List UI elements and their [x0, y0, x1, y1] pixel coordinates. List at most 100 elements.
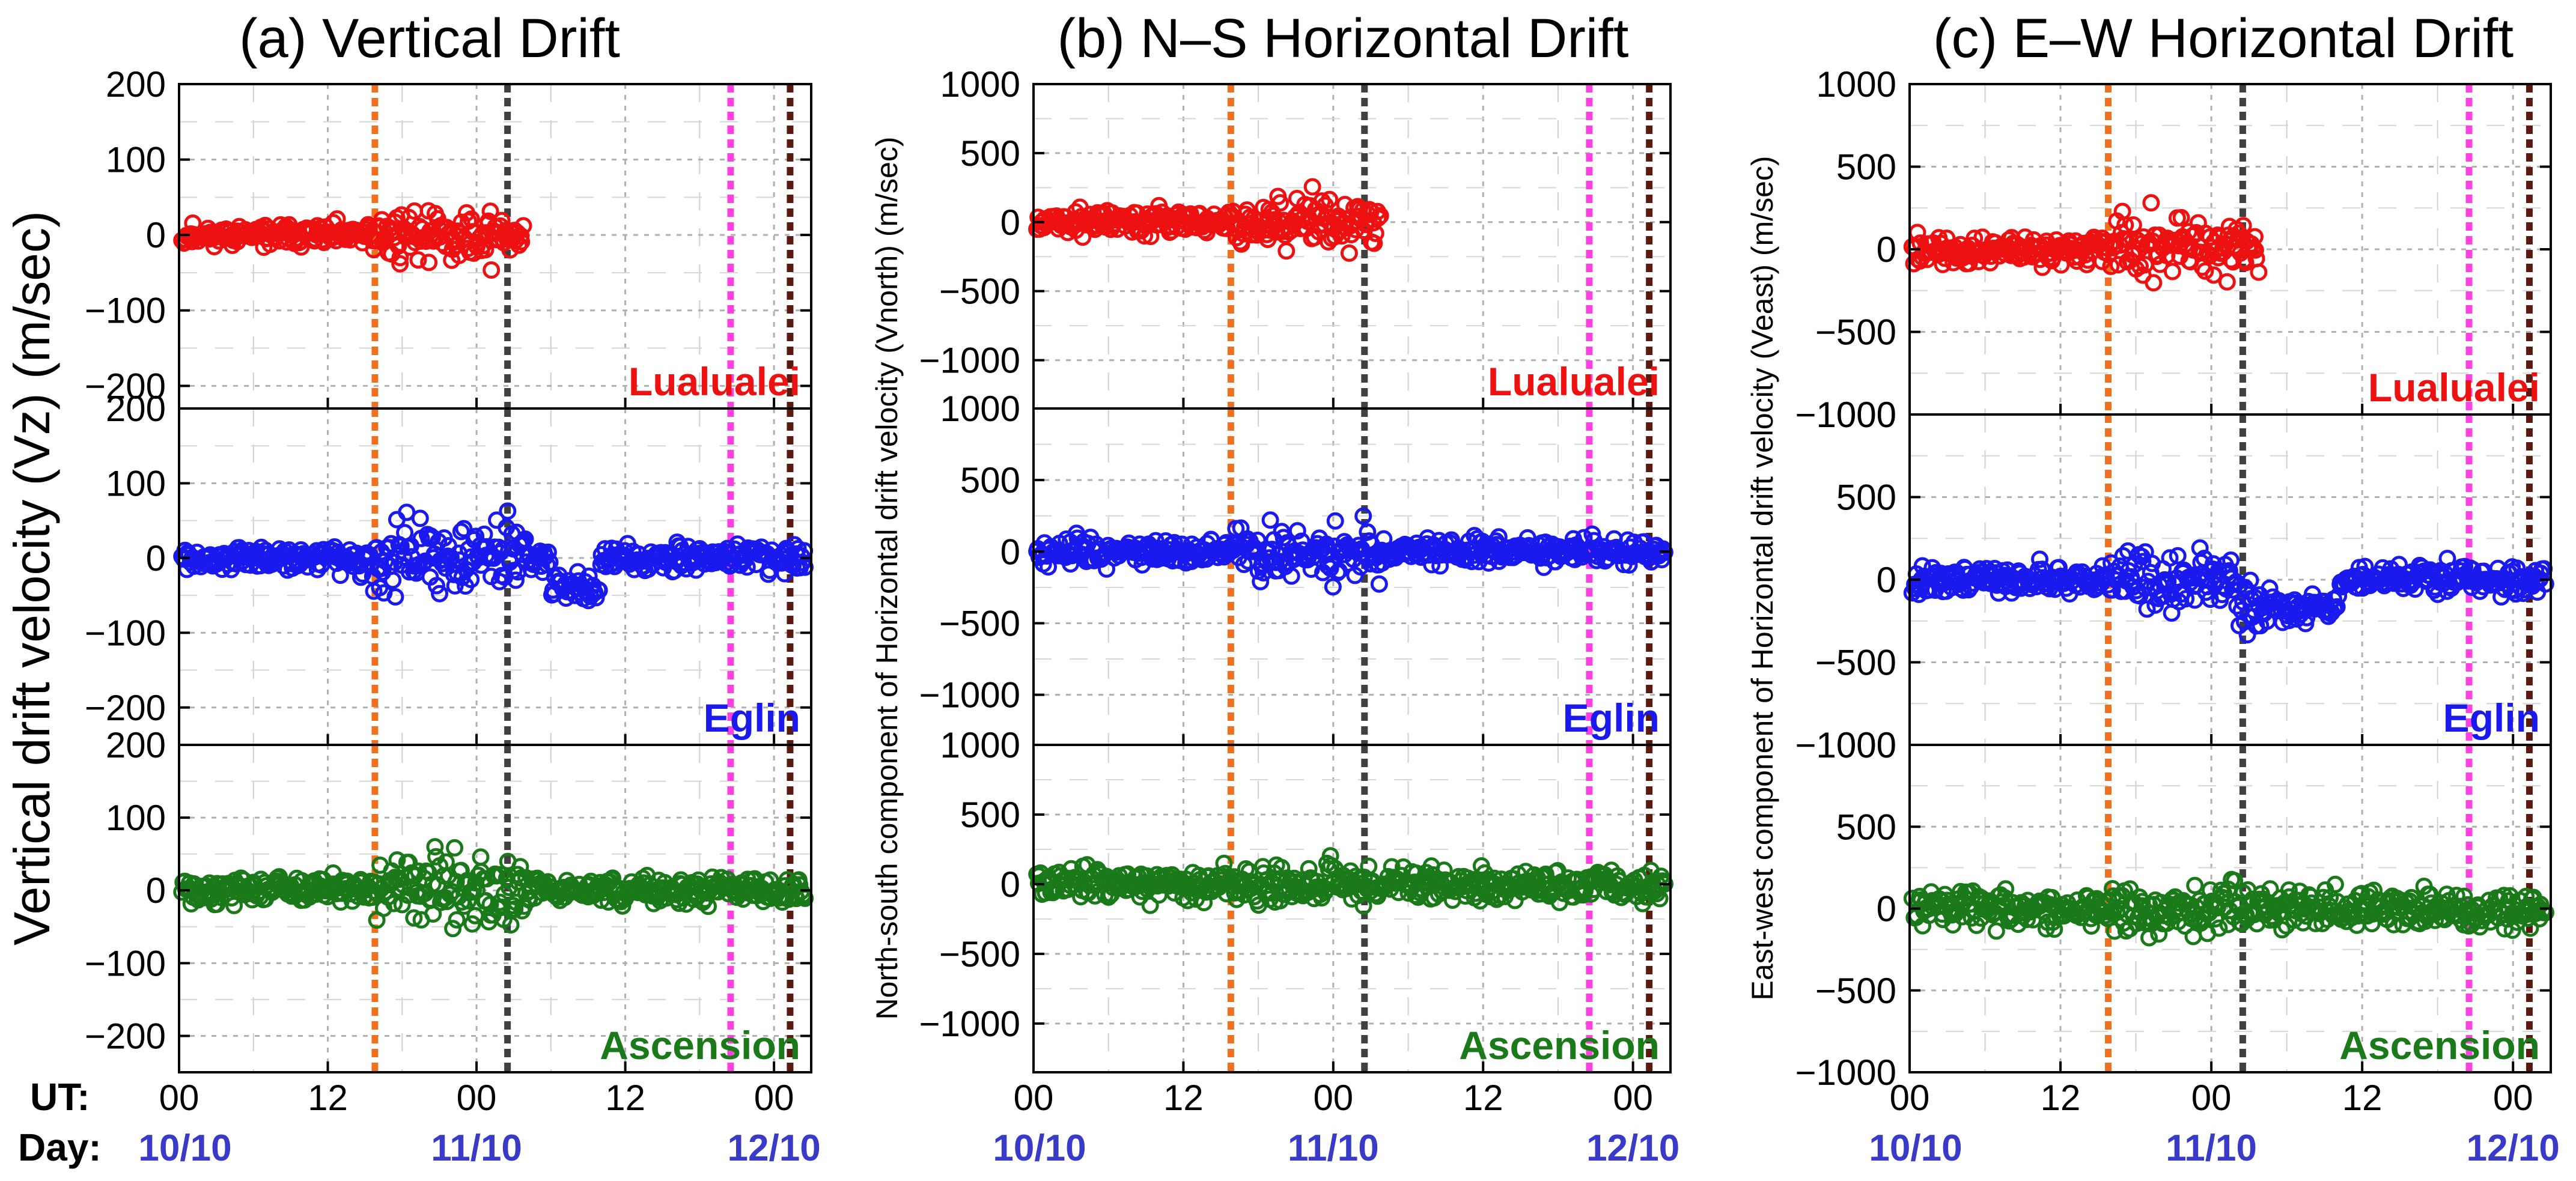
y-tick-label: 0	[1000, 202, 1020, 243]
y-tick-label: −100	[85, 613, 166, 653]
data-point	[2536, 903, 2554, 921]
data-point	[409, 251, 427, 269]
data-point	[1303, 178, 1321, 196]
panel-ascension: −1000 −500 0 500 1000 Ascension	[919, 725, 1674, 1073]
data-point	[2196, 262, 2214, 280]
data-point	[514, 217, 532, 235]
data-point	[499, 502, 517, 520]
data-point	[431, 584, 449, 603]
data-point	[2134, 553, 2152, 571]
y-axis-label: North-south component of Horizontal drif…	[870, 137, 904, 1020]
data-point	[2186, 876, 2204, 894]
data-point	[2326, 875, 2344, 893]
data-point	[462, 571, 480, 589]
y-tick-label: 0	[146, 538, 166, 578]
y-tick-label: 500	[960, 795, 1020, 835]
day-row-label: Day:	[18, 1126, 102, 1169]
chart-title: (b) N–S Horizontal Drift	[1058, 8, 1629, 69]
y-tick-label: −500	[939, 934, 1020, 974]
y-tick-label: 500	[1836, 478, 1896, 518]
y-tick-label: −200	[85, 1016, 166, 1056]
y-tick-label: −1000	[1795, 1052, 1896, 1093]
y-tick-label: −200	[85, 688, 166, 728]
x-tick-label: 12	[1463, 1078, 1503, 1118]
x-tick-label: 00	[2493, 1078, 2533, 1118]
y-tick-label: −500	[1815, 312, 1896, 353]
data-point	[2244, 238, 2262, 257]
data-point	[2501, 887, 2519, 905]
data-point	[424, 905, 442, 923]
station-label: Eglin	[1563, 696, 1660, 740]
y-tick-label: 0	[1000, 864, 1020, 905]
data-point	[448, 911, 466, 929]
data-point	[541, 553, 559, 571]
data-point	[2246, 241, 2264, 259]
scatter-series	[1028, 178, 1389, 262]
data-point	[452, 523, 470, 541]
data-point	[1195, 894, 1213, 912]
y-tick-label: 500	[960, 460, 1020, 500]
y-tick-label: −1000	[919, 1004, 1020, 1044]
data-point	[493, 211, 511, 229]
data-point	[2250, 263, 2268, 281]
y-axis-label: East-west component of Horizontal drift …	[1746, 156, 1779, 1000]
data-point	[1655, 544, 1673, 562]
scatter-series	[173, 202, 532, 279]
panel-eglin: −1000 −500 0 500 1000 Eglin	[1795, 395, 2554, 765]
y-tick-label: −500	[1815, 643, 1896, 683]
x-tick-label: 00	[457, 1078, 497, 1118]
data-point	[507, 571, 525, 589]
y-tick-label: −1000	[1795, 395, 1896, 435]
data-point	[2172, 585, 2190, 603]
data-point	[2212, 881, 2230, 899]
y-tick-label: 500	[960, 133, 1020, 174]
data-point	[1262, 873, 1280, 891]
data-point	[1247, 541, 1265, 559]
data-point	[1277, 242, 1296, 260]
scatter-series	[1903, 539, 2554, 644]
x-tick-label: 00	[1890, 1078, 1930, 1118]
data-point	[2226, 872, 2244, 890]
data-point	[388, 851, 406, 869]
data-point	[1354, 507, 1372, 525]
data-point	[2142, 194, 2160, 212]
data-point	[411, 509, 429, 527]
y-tick-label: 0	[1000, 532, 1020, 572]
y-tick-label: 100	[106, 140, 166, 180]
data-point	[427, 577, 445, 595]
station-label: Lualualei	[629, 359, 800, 404]
day-label: 12/10	[1586, 1128, 1679, 1169]
x-tick-label: 12	[2342, 1078, 2383, 1118]
y-tick-label: 200	[106, 64, 166, 105]
data-point	[1987, 922, 2005, 940]
data-point	[2102, 257, 2120, 275]
data-point	[1232, 235, 1250, 253]
data-point	[1300, 860, 1318, 878]
y-tick-label: 100	[106, 463, 166, 503]
station-label: Ascension	[2339, 1023, 2540, 1067]
data-point	[1371, 207, 1389, 225]
data-point	[391, 249, 409, 267]
data-point	[1340, 244, 1358, 262]
x-tick-label: 12	[605, 1078, 645, 1118]
y-tick-label: 100	[106, 798, 166, 838]
y-tick-label: 0	[1877, 889, 1896, 929]
data-point	[2273, 921, 2291, 939]
data-point	[1215, 854, 1233, 872]
data-point	[2163, 263, 2181, 281]
y-tick-label: 0	[146, 870, 166, 911]
station-label: Ascension	[600, 1023, 800, 1067]
data-point	[444, 920, 462, 938]
day-label: 10/10	[138, 1128, 231, 1169]
data-point	[2161, 549, 2179, 567]
data-point	[1651, 890, 1669, 908]
data-point	[539, 543, 557, 561]
data-point	[1271, 194, 1290, 212]
y-tick-label: 200	[106, 725, 166, 765]
panel-frame	[178, 744, 812, 1073]
panel-ascension: −200 −100 0 100 200 Ascension	[85, 725, 814, 1073]
scatter-series	[173, 838, 814, 938]
data-point	[2124, 216, 2142, 234]
data-point	[1354, 897, 1372, 915]
data-point	[538, 556, 556, 574]
